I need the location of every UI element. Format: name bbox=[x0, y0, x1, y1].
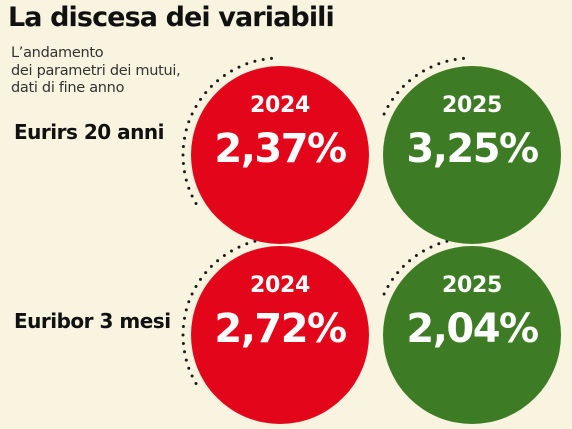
arc-dot bbox=[194, 382, 198, 385]
arc-dot bbox=[199, 97, 202, 101]
arc-dot bbox=[237, 65, 241, 69]
arc-dot bbox=[414, 254, 418, 257]
arc-dot bbox=[209, 264, 213, 268]
arc-dot bbox=[187, 186, 191, 190]
arc-dot bbox=[453, 58, 457, 61]
arc-dot bbox=[396, 271, 400, 275]
year-label: 2024 bbox=[249, 273, 311, 298]
arc-dot bbox=[204, 91, 208, 95]
arc-dot bbox=[396, 91, 400, 95]
arc-dot bbox=[216, 79, 220, 83]
arc-dot bbox=[408, 79, 412, 83]
arc-dot bbox=[230, 69, 233, 73]
arc-dot bbox=[181, 162, 185, 165]
value-bubble-euribor-2025: 2025 2,04% bbox=[383, 246, 561, 424]
value-bubble-eurirs-2025: 2025 3,25% bbox=[383, 66, 561, 244]
arc-dot bbox=[181, 325, 185, 328]
arc-dot bbox=[391, 277, 394, 281]
arc-dot bbox=[190, 112, 194, 116]
year-label: 2024 bbox=[249, 93, 311, 118]
arc-dot bbox=[245, 62, 249, 66]
arc-dot bbox=[183, 136, 186, 140]
arc-dot bbox=[187, 300, 191, 304]
chart-title: La discesa dei variabili bbox=[8, 2, 335, 33]
subtitle-line-1: L’andamento bbox=[11, 45, 104, 61]
arc-dot bbox=[391, 97, 394, 101]
arc-dot bbox=[386, 285, 390, 288]
row-label-euribor: Euribor 3 mesi bbox=[14, 309, 171, 333]
arc-dot bbox=[222, 254, 226, 257]
arc-dot bbox=[194, 105, 198, 108]
arc-dot bbox=[183, 316, 186, 320]
arc-dot bbox=[209, 84, 213, 88]
arc-dot bbox=[183, 350, 186, 354]
arc-dot bbox=[386, 105, 390, 108]
arc-dot bbox=[414, 74, 418, 77]
arc-dot bbox=[422, 69, 425, 73]
arc-dot bbox=[190, 374, 194, 378]
arc-dot bbox=[437, 62, 441, 66]
arc-dot bbox=[184, 358, 188, 362]
arc-dot bbox=[183, 170, 186, 174]
arc-dot bbox=[270, 56, 273, 60]
value-label: 2,37% bbox=[214, 126, 347, 172]
arc-dot bbox=[187, 120, 191, 124]
year-label: 2025 bbox=[441, 273, 503, 298]
arc-dot bbox=[181, 333, 185, 337]
arc-dot bbox=[199, 277, 202, 281]
arc-dot bbox=[237, 245, 241, 249]
arc-dot bbox=[194, 202, 198, 205]
arc-dot bbox=[230, 249, 233, 253]
arc-dot bbox=[253, 59, 257, 63]
arc-dot bbox=[261, 58, 265, 61]
value-label: 3,25% bbox=[406, 126, 539, 172]
arc-dot bbox=[181, 342, 185, 345]
arc-dot bbox=[408, 259, 412, 263]
arc-dot bbox=[184, 128, 188, 132]
arc-dot bbox=[382, 112, 386, 116]
value-bubble-eurirs-2024: 2024 2,37% bbox=[191, 66, 369, 244]
arc-dot bbox=[445, 59, 449, 63]
subtitle-line-2: dei parametri dei mutui, bbox=[11, 62, 181, 79]
arc-dot bbox=[216, 259, 220, 263]
arc-dot bbox=[181, 153, 185, 157]
arc-dot bbox=[462, 56, 465, 60]
arc-dot bbox=[429, 65, 433, 69]
arc-dot bbox=[194, 285, 198, 288]
value-label: 2,04% bbox=[406, 306, 539, 352]
subtitle-line-3: dati di fine anno bbox=[11, 80, 125, 96]
arc-dot bbox=[429, 245, 433, 249]
row-label-eurirs: Eurirs 20 anni bbox=[14, 120, 164, 144]
arc-dot bbox=[401, 84, 405, 88]
value-bubble-euribor-2024: 2024 2,72% bbox=[191, 246, 369, 424]
year-label: 2025 bbox=[441, 93, 503, 118]
chart-subtitle: L’andamento dei parametri dei mutui, dat… bbox=[11, 45, 181, 98]
arc-dot bbox=[422, 249, 425, 253]
arc-dot bbox=[222, 74, 226, 77]
arc-dot bbox=[245, 242, 249, 246]
arc-dot bbox=[190, 194, 194, 198]
value-label: 2,72% bbox=[214, 306, 347, 352]
arc-dot bbox=[204, 271, 208, 275]
arc-dot bbox=[184, 308, 188, 312]
arc-dot bbox=[184, 178, 188, 182]
arc-dot bbox=[437, 242, 441, 246]
arc-dot bbox=[181, 145, 185, 148]
arc-dot bbox=[382, 292, 386, 296]
arc-dot bbox=[401, 264, 405, 268]
arc-dot bbox=[190, 292, 194, 296]
arc-dot bbox=[187, 366, 191, 370]
